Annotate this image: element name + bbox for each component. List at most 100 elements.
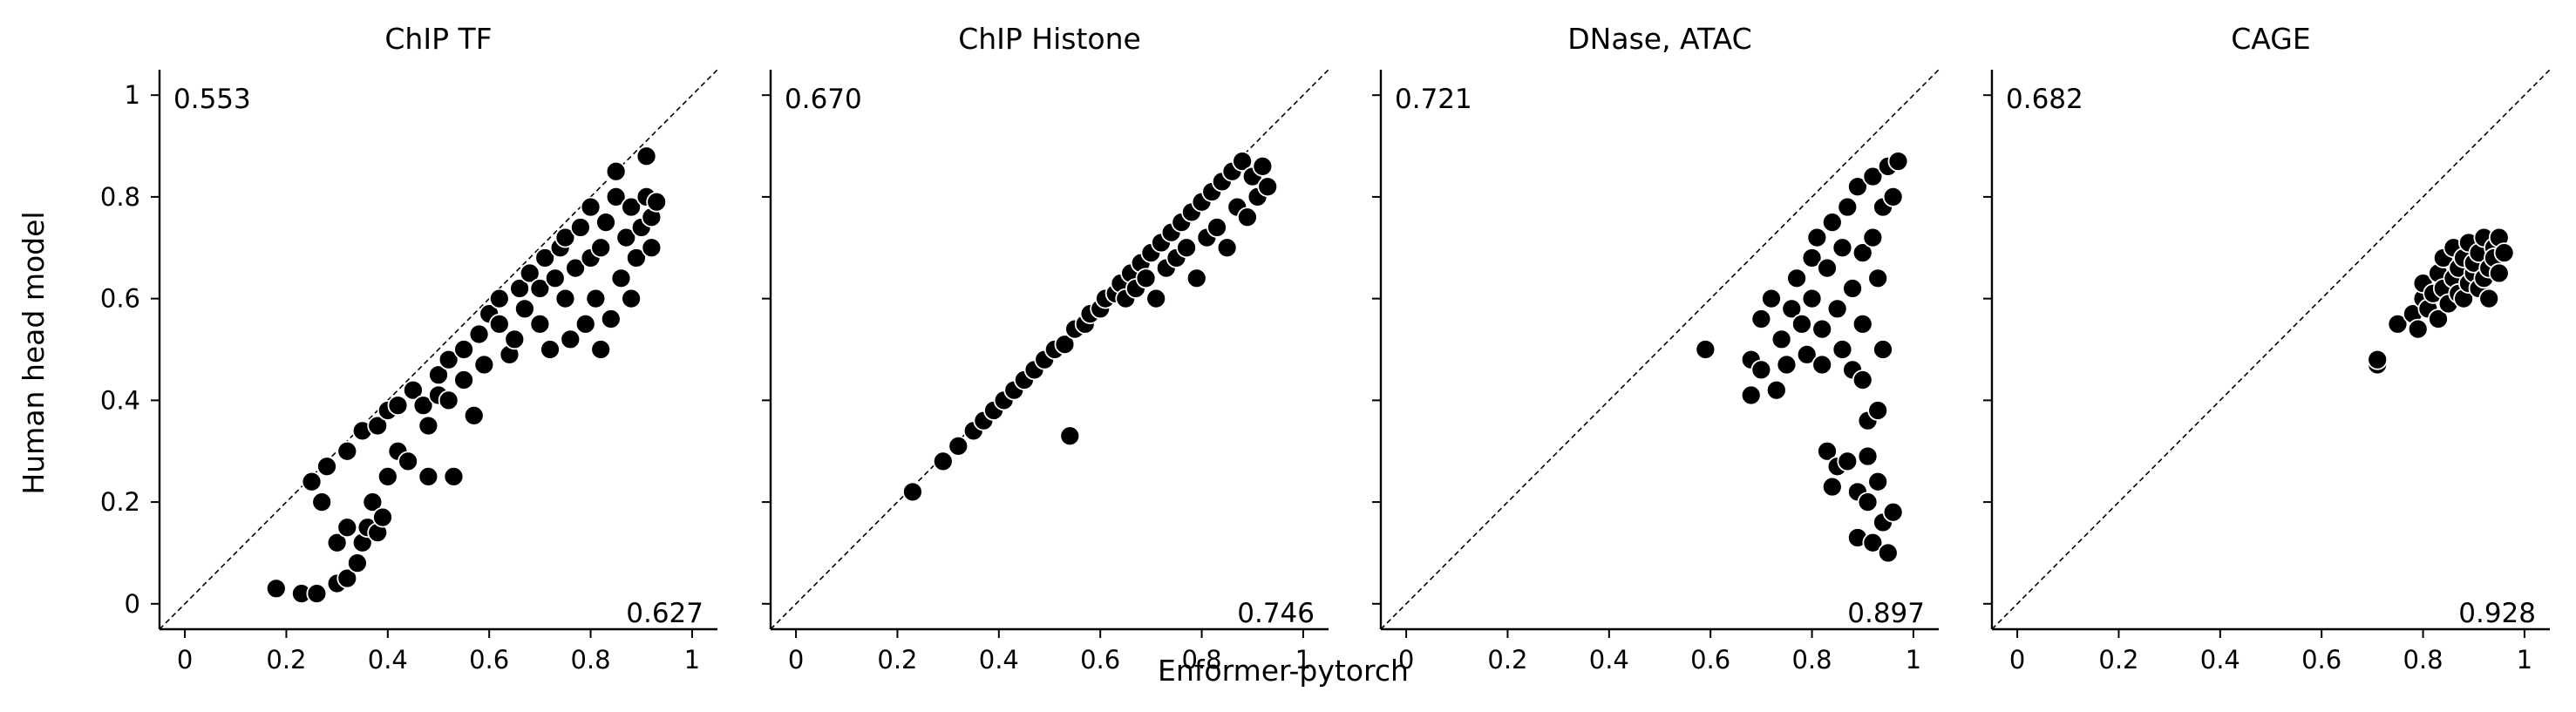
data-point (590, 339, 612, 360)
data-point (412, 395, 434, 417)
reference-line-y-equals-x (1380, 69, 1940, 630)
data-point (1765, 379, 1787, 401)
data-point (595, 212, 616, 233)
data-point (574, 313, 596, 335)
data-point (418, 466, 439, 487)
data-point (336, 567, 358, 589)
data-point (1135, 268, 1157, 289)
data-point (1826, 298, 1848, 320)
data-point (438, 390, 459, 411)
data-point (1811, 354, 1833, 376)
data-point (1740, 384, 1762, 406)
y-tick-label: 0.8 (100, 182, 140, 212)
data-point (453, 339, 474, 360)
x-tick-label: 0.2 (1487, 645, 1527, 675)
x-tick-label: 0.2 (877, 645, 917, 675)
data-point (2367, 349, 2389, 370)
data-point (1206, 217, 1227, 238)
chart-title: ChIP TF (384, 22, 492, 56)
data-point (529, 278, 551, 299)
data-point (1847, 176, 1868, 198)
data-point (1257, 176, 1279, 198)
data-point (1877, 542, 1899, 564)
data-point (554, 288, 576, 309)
data-point (1862, 166, 1884, 187)
chart-title: CAGE (2231, 22, 2310, 56)
reference-line-y-equals-x (159, 69, 718, 630)
y-tick-label: 0.2 (100, 487, 140, 517)
data-point (1817, 257, 1838, 279)
x-tick-label: 0.6 (469, 645, 509, 675)
x-tick-label: 0.4 (1589, 645, 1629, 675)
annotation-bottom-right: 0.746 (1237, 598, 1315, 629)
y-tick-label: 0.4 (100, 385, 140, 415)
data-point (1786, 268, 1807, 289)
data-point (1867, 400, 1889, 421)
y-tick-label: 0.6 (100, 284, 140, 314)
data-point (1145, 288, 1167, 309)
data-point (347, 553, 368, 574)
data-point (1837, 196, 1859, 218)
chart-panel-3: DNase, ATAC 0 0.2 0.4 0.6 0.8 1 0.721 0.897 (1372, 22, 1940, 675)
data-point (367, 415, 389, 437)
x-tick-label: 0.6 (1690, 645, 1730, 675)
x-tick-label: 1 (2517, 645, 2532, 675)
data-point (1867, 471, 1889, 492)
data-point (534, 248, 556, 268)
data-point (336, 517, 358, 539)
data-point (2488, 262, 2510, 284)
data-point (463, 404, 485, 426)
data-point (387, 395, 409, 417)
data-point (509, 278, 530, 299)
data-point (1852, 313, 1873, 335)
data-point (902, 481, 923, 503)
data-point (438, 349, 459, 370)
data-point (1887, 151, 1909, 172)
data-point (468, 323, 490, 345)
x-tick-label: 0.4 (2200, 645, 2240, 675)
data-point (504, 329, 526, 350)
data-point (1695, 339, 1716, 360)
chart-panel-1: ChIP TF 0 0.2 0.4 0.6 0.8 1 0 0.2 0.4 0.6 0.8 1 0.553… (100, 22, 718, 675)
chart-panel-2: ChIP Histone 0 0.2 0.4 0.6 0.8 1 0.670 0.746 (762, 22, 1329, 675)
figure-xlabel: Enformer-pytorch (1158, 654, 1409, 688)
annotation-top-left: 0.670 (785, 84, 862, 115)
data-point (529, 313, 551, 335)
data-point (398, 451, 418, 472)
data-point (544, 268, 566, 289)
x-tick-label: 0.6 (2301, 645, 2342, 675)
x-tick-label: 0.4 (368, 645, 408, 675)
figure-ylabel: Human head model (17, 211, 51, 494)
x-tick-label: 0 (788, 645, 804, 675)
data-point (646, 191, 668, 213)
data-point (428, 364, 449, 386)
x-tick-label: 1 (1906, 645, 1921, 675)
data-point (1837, 451, 1859, 472)
data-point (932, 451, 954, 472)
data-point (306, 583, 328, 605)
x-tick-label: 0.4 (979, 645, 1019, 675)
data-point (265, 578, 287, 600)
chart-title: DNase, ATAC (1567, 22, 1751, 56)
data-point (488, 288, 510, 309)
data-point (1862, 532, 1884, 553)
y-tick-label: 1 (125, 80, 140, 110)
data-point (610, 268, 632, 289)
data-point (641, 237, 663, 259)
annotation-top-left: 0.553 (173, 84, 251, 115)
annotation-top-left: 0.721 (1395, 84, 1472, 115)
data-point (2407, 318, 2429, 340)
data-point (1252, 155, 1274, 177)
data-point (1761, 288, 1782, 309)
data-point (570, 217, 591, 238)
data-point (311, 492, 333, 512)
x-tick-label: 0.8 (1181, 645, 1221, 675)
data-point (316, 456, 337, 478)
annotation-bottom-right: 0.627 (626, 598, 703, 629)
data-point (621, 196, 642, 218)
data-point (488, 313, 510, 335)
data-point (2478, 288, 2500, 309)
data-point (1882, 501, 1904, 523)
x-tick-label: 0.8 (570, 645, 610, 675)
